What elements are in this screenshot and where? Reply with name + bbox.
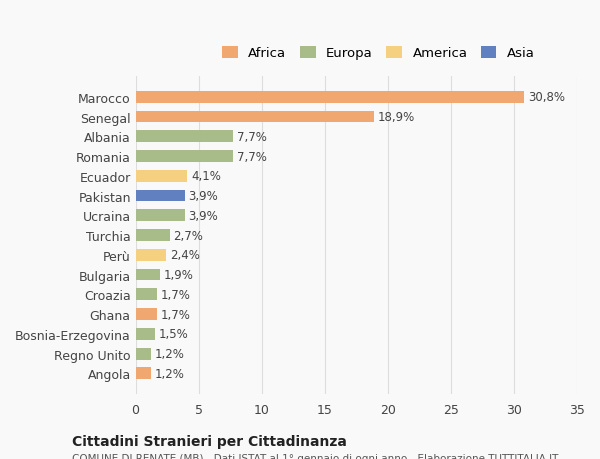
Bar bbox=[136, 170, 187, 182]
Bar bbox=[136, 230, 170, 241]
Text: 1,5%: 1,5% bbox=[158, 328, 188, 341]
Bar bbox=[136, 269, 160, 281]
Bar bbox=[136, 289, 157, 301]
Text: 3,9%: 3,9% bbox=[188, 190, 218, 202]
Text: 30,8%: 30,8% bbox=[528, 91, 565, 104]
Text: 2,7%: 2,7% bbox=[173, 229, 203, 242]
Text: 1,9%: 1,9% bbox=[163, 269, 193, 281]
Text: 7,7%: 7,7% bbox=[236, 150, 266, 163]
Bar bbox=[136, 131, 233, 143]
Text: 7,7%: 7,7% bbox=[236, 130, 266, 144]
Bar bbox=[136, 368, 151, 380]
Bar bbox=[136, 210, 185, 222]
Text: Cittadini Stranieri per Cittadinanza: Cittadini Stranieri per Cittadinanza bbox=[72, 434, 347, 448]
Text: 1,2%: 1,2% bbox=[155, 367, 184, 380]
Text: 2,4%: 2,4% bbox=[170, 249, 200, 262]
Bar bbox=[136, 249, 166, 261]
Bar bbox=[136, 348, 151, 360]
Text: 3,9%: 3,9% bbox=[188, 209, 218, 222]
Bar bbox=[136, 190, 185, 202]
Text: 1,7%: 1,7% bbox=[161, 288, 191, 301]
Text: 1,2%: 1,2% bbox=[155, 347, 184, 360]
Text: 18,9%: 18,9% bbox=[378, 111, 415, 124]
Bar bbox=[136, 328, 155, 340]
Text: 4,1%: 4,1% bbox=[191, 170, 221, 183]
Bar bbox=[136, 112, 374, 123]
Bar bbox=[136, 92, 524, 103]
Text: 1,7%: 1,7% bbox=[161, 308, 191, 321]
Legend: Africa, Europa, America, Asia: Africa, Europa, America, Asia bbox=[218, 43, 539, 64]
Bar bbox=[136, 151, 233, 162]
Bar bbox=[136, 308, 157, 320]
Text: COMUNE DI RENATE (MB) - Dati ISTAT al 1° gennaio di ogni anno - Elaborazione TUT: COMUNE DI RENATE (MB) - Dati ISTAT al 1°… bbox=[72, 453, 559, 459]
